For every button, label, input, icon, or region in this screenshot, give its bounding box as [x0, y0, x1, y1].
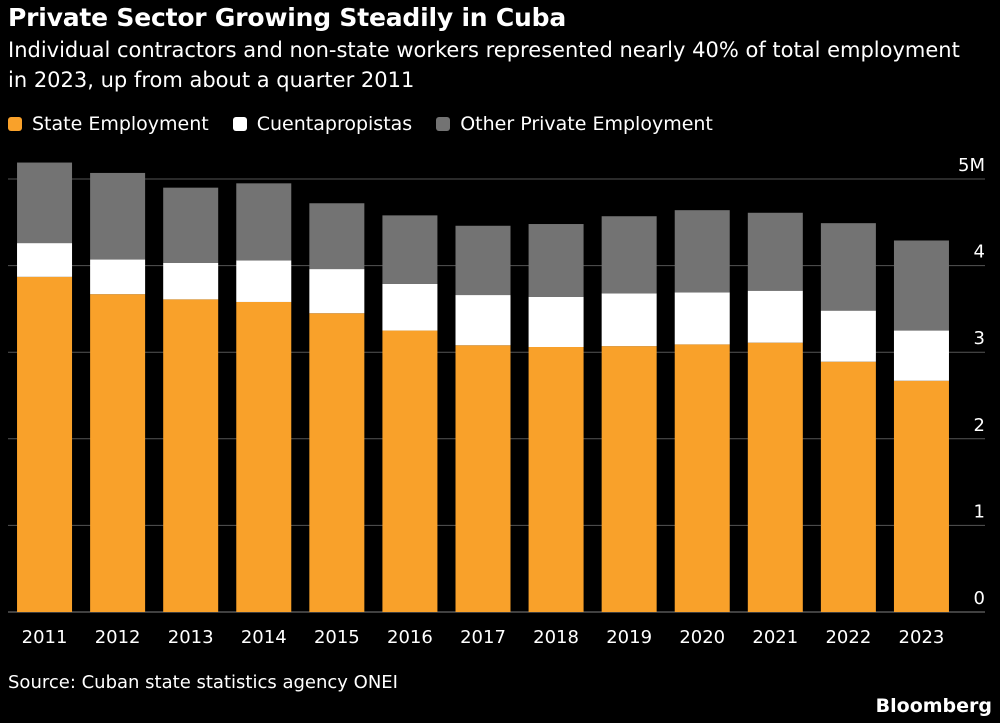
- bar-segment: [309, 313, 365, 612]
- bar-segment: [90, 172, 146, 260]
- bar-segment: [163, 263, 219, 300]
- bar-segment: [893, 240, 949, 331]
- bar-segment: [747, 212, 803, 291]
- bar-segment: [17, 243, 73, 277]
- x-tick-label: 2020: [679, 627, 725, 648]
- bar-segment: [528, 347, 584, 612]
- legend-swatch-cuentapropistas: [232, 117, 247, 131]
- bar-segment: [90, 294, 146, 612]
- y-tick-label: 3: [974, 328, 985, 349]
- x-tick-label: 2016: [387, 627, 433, 648]
- bar-segment: [893, 330, 949, 381]
- bar-segment: [90, 259, 146, 295]
- bar-segment: [820, 361, 876, 612]
- bar-segment: [163, 299, 219, 612]
- bar-segment: [309, 269, 365, 314]
- bar-segment: [528, 296, 584, 348]
- bar-segment: [528, 224, 584, 297]
- legend-item-state: State Employment: [8, 113, 209, 135]
- bar-segment: [236, 260, 292, 302]
- bar-segment: [820, 310, 876, 362]
- x-tick-label: 2021: [752, 627, 798, 648]
- legend-item-other-private: Other Private Employment: [436, 113, 713, 135]
- x-tick-label: 2023: [899, 627, 945, 648]
- x-tick-label: 2013: [168, 627, 214, 648]
- bar-segment: [893, 380, 949, 612]
- bar-segment: [236, 183, 292, 261]
- chart-title: Private Sector Growing Steadily in Cuba: [8, 3, 567, 32]
- bar-segment: [309, 203, 365, 270]
- bar-segment: [674, 210, 730, 293]
- legend-item-cuentapropistas: Cuentapropistas: [232, 113, 413, 135]
- bar-segment: [455, 295, 511, 346]
- x-tick-label: 2012: [95, 627, 141, 648]
- source-note: Source: Cuban state statistics agency ON…: [8, 672, 398, 693]
- x-tick-label: 2014: [241, 627, 287, 648]
- y-tick-label: 0: [974, 588, 985, 609]
- chart-subtitle: Individual contractors and non-state wor…: [8, 38, 960, 92]
- legend-label-cuentapropistas: Cuentapropistas: [256, 113, 413, 135]
- bar-segment: [382, 330, 438, 612]
- bar-segment: [382, 215, 438, 284]
- y-tick-label: 1: [974, 501, 985, 522]
- bar-segment: [236, 301, 292, 612]
- legend: State Employment Cuentapropistas Other P…: [8, 113, 737, 135]
- x-tick-label: 2022: [825, 627, 871, 648]
- bar-segment: [17, 276, 73, 612]
- bloomberg-logo: Bloomberg: [875, 695, 992, 717]
- y-tick-label: 2: [974, 415, 985, 436]
- bar-segment: [601, 216, 657, 294]
- legend-label-state: State Employment: [32, 113, 209, 135]
- legend-label-other-private: Other Private Employment: [460, 113, 713, 135]
- bar-segment: [455, 225, 511, 296]
- legend-swatch-state: [8, 117, 22, 131]
- y-tick-label: 4: [974, 242, 985, 263]
- bar-segment: [747, 342, 803, 612]
- bar-segment: [820, 223, 876, 311]
- bar-segment: [163, 187, 219, 264]
- y-tick-label: 5M: [958, 155, 985, 176]
- bar-segment: [674, 344, 730, 612]
- bar-segment: [747, 290, 803, 343]
- legend-swatch-other-private: [436, 117, 451, 131]
- bar-segment: [674, 292, 730, 345]
- x-tick-label: 2011: [22, 627, 68, 648]
- bar-segment: [382, 283, 438, 331]
- x-tick-label: 2018: [533, 627, 579, 648]
- x-tick-label: 2017: [460, 627, 506, 648]
- bar-segment: [17, 162, 73, 244]
- bar-segment: [601, 346, 657, 612]
- x-tick-label: 2019: [606, 627, 652, 648]
- bar-segment: [455, 345, 511, 612]
- bar-segment: [601, 293, 657, 347]
- x-tick-label: 2015: [314, 627, 360, 648]
